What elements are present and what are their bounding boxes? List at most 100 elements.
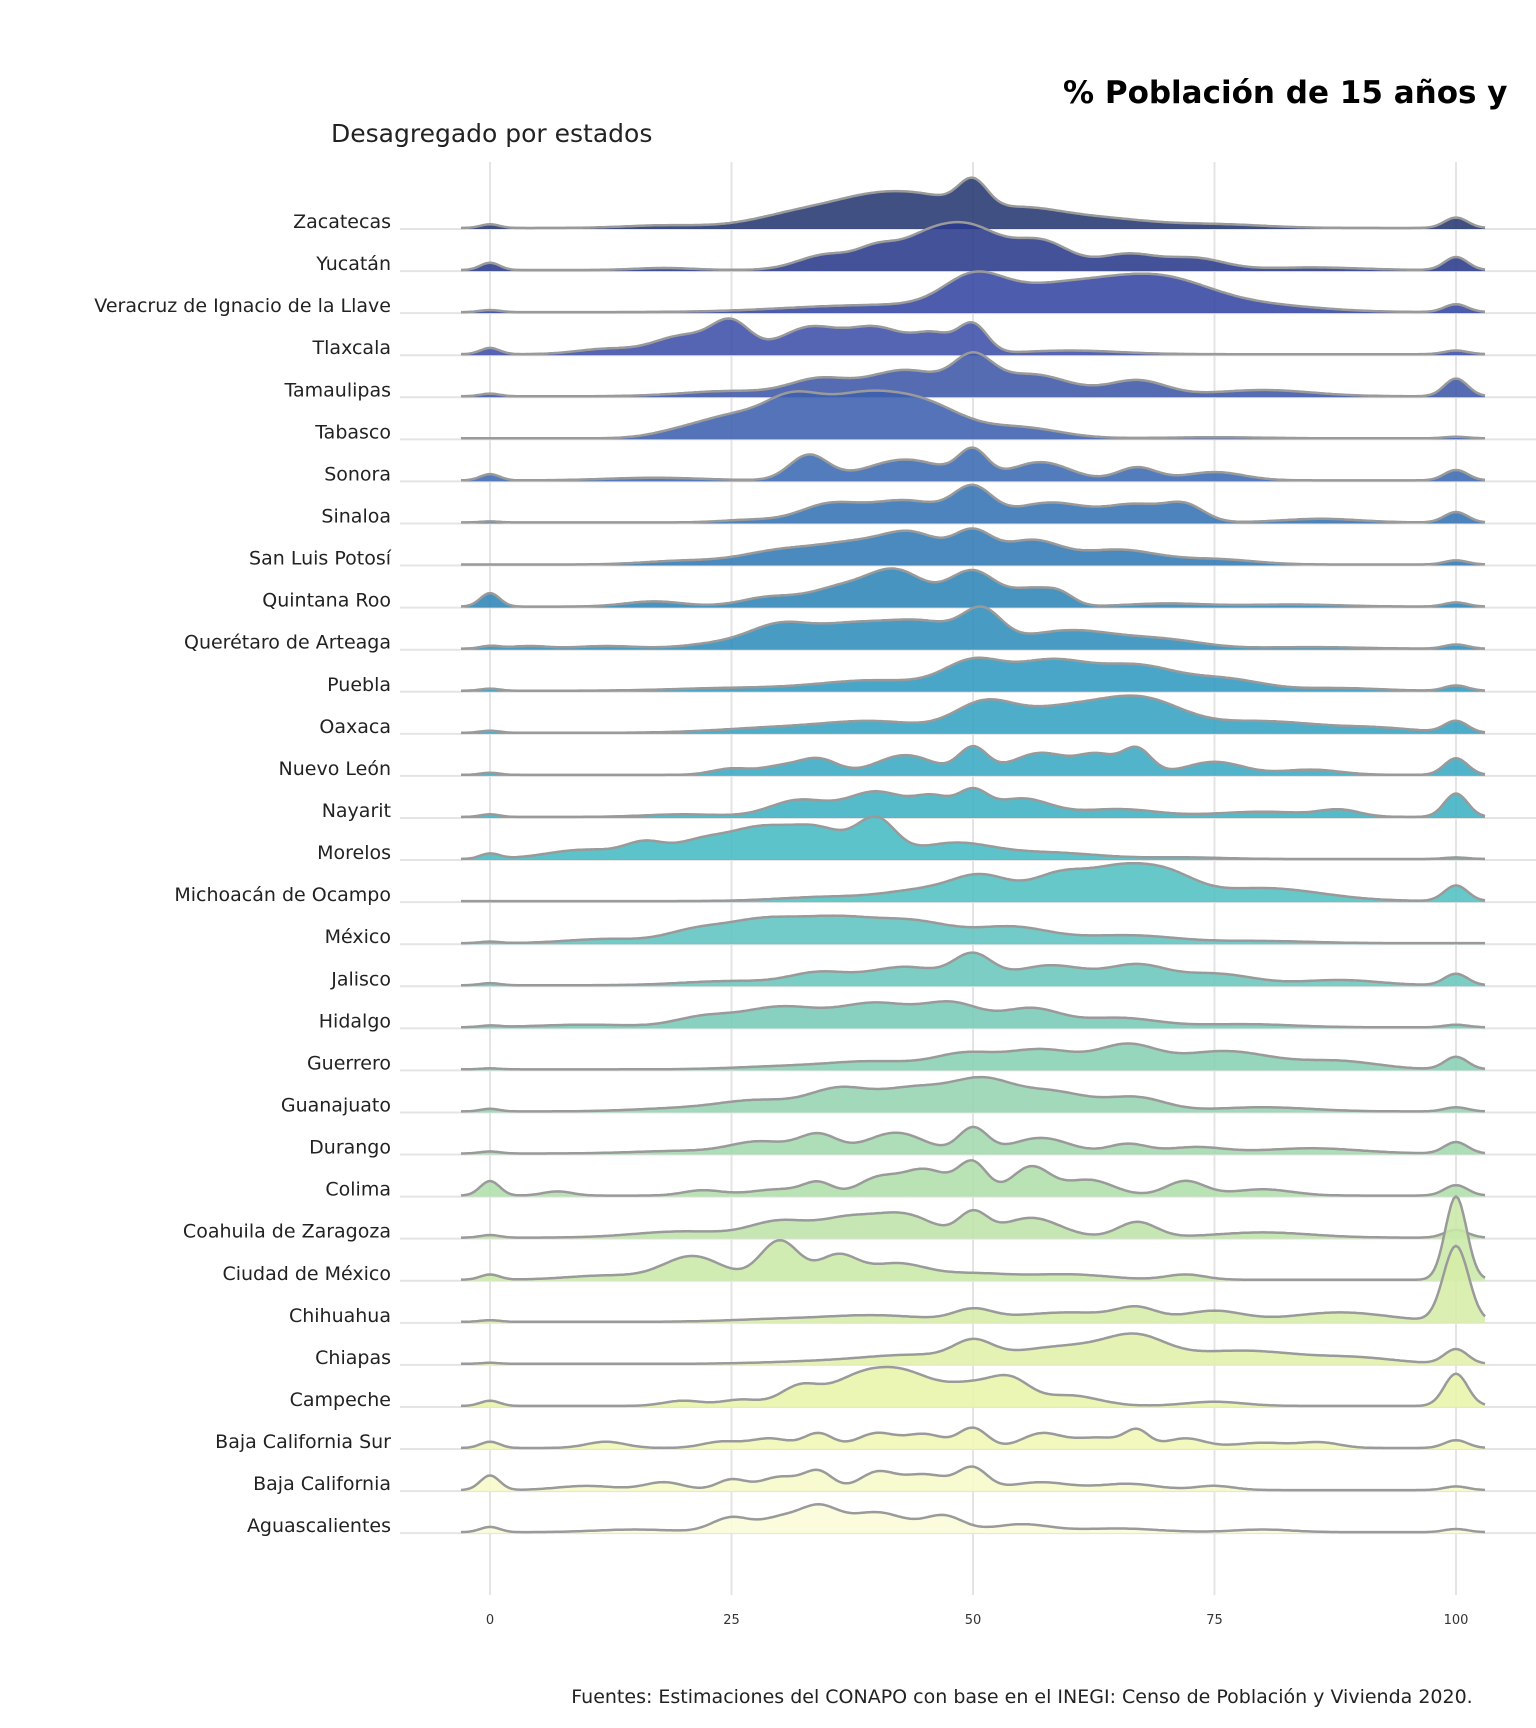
y-tick-label: Aguascalientes xyxy=(247,1515,391,1537)
ridge-tlaxcala: Tlaxcala xyxy=(312,317,1536,359)
ridge-outline xyxy=(460,567,1486,608)
ridge-chihuahua: Chihuahua xyxy=(289,1244,1536,1327)
ridge-guerrero: Guerrero xyxy=(307,1042,1536,1074)
chart-title: % Población de 15 años y xyxy=(1063,75,1507,111)
ridge-outline xyxy=(461,786,1486,819)
ridge-outline xyxy=(461,220,1486,272)
ridge-michoac-n-de-ocampo: Michoacán de Ocampo xyxy=(174,861,1536,906)
ridge-sinaloa: Sinaloa xyxy=(321,483,1536,527)
ridge-guanajuato: Guanajuato xyxy=(281,1075,1536,1116)
ridge-morelos: Morelos xyxy=(317,815,1536,864)
ridge-outline xyxy=(461,1042,1486,1071)
ridge-outline xyxy=(461,656,1486,692)
ridge-outline xyxy=(461,694,1486,735)
ridge-area xyxy=(461,1504,1485,1534)
ridge-area xyxy=(461,1333,1485,1365)
y-tick-label: Tamaulipas xyxy=(284,379,391,401)
ridge-coahuila-de-zaragoza: Coahuila de Zaragoza xyxy=(183,1208,1536,1243)
y-tick-label: Colima xyxy=(325,1179,391,1201)
ridge-area xyxy=(461,695,1485,734)
x-tick-label: 100 xyxy=(1444,1613,1469,1628)
y-tick-label: Zacatecas xyxy=(293,211,391,233)
y-tick-label: Quintana Roo xyxy=(262,590,391,612)
y-tick-label: Morelos xyxy=(317,842,391,864)
ridge-outline xyxy=(461,1000,1486,1029)
ridge-area xyxy=(461,318,1485,356)
ridge-outline xyxy=(461,605,1486,650)
ridge-durango: Durango xyxy=(309,1125,1536,1159)
ridge-outline xyxy=(461,1195,1486,1281)
ridge-area xyxy=(461,1160,1485,1197)
ridge-area xyxy=(461,528,1485,566)
y-tick-label: Tabasco xyxy=(314,421,391,443)
ridge-area xyxy=(461,1001,1485,1029)
y-tick-label: Guerrero xyxy=(307,1052,391,1074)
ridges: Zacatecas Yucatán Veracruz de Ignacio de l… xyxy=(94,176,1536,1537)
y-tick-label: México xyxy=(325,926,391,948)
y-tick-label: Nayarit xyxy=(322,800,391,822)
ridge-area xyxy=(461,484,1485,524)
ridge-yucat-n: Yucatán xyxy=(315,220,1536,275)
ridge-outline xyxy=(461,270,1486,314)
ridge-area xyxy=(461,222,1485,272)
ridge-ciudad-de-m-xico: Ciudad de México xyxy=(222,1195,1536,1285)
ridge-outline xyxy=(460,1426,1486,1450)
y-tick-label: Hidalgo xyxy=(319,1010,391,1032)
ridge-outline xyxy=(461,389,1485,440)
y-tick-label: Michoacán de Ocampo xyxy=(174,884,391,906)
ridge-area xyxy=(461,788,1485,818)
ridge-area xyxy=(461,352,1485,398)
x-tick-label: 0 xyxy=(486,1613,494,1628)
ridge-chiapas: Chiapas xyxy=(315,1332,1536,1369)
ridge-outline xyxy=(460,1465,1486,1492)
ridge-baja-california-sur: Baja California Sur xyxy=(215,1426,1536,1453)
y-tick-label: Yucatán xyxy=(315,253,391,275)
ridge-outline xyxy=(461,914,1485,945)
ridge-outline xyxy=(461,744,1486,777)
y-tick-label: Querétaro de Arteaga xyxy=(184,632,391,654)
chart-caption: Fuentes: Estimaciones del CONAPO con bas… xyxy=(571,1686,1472,1708)
ridge-area xyxy=(461,915,1485,945)
y-tick-label: Puebla xyxy=(327,674,391,696)
ridge-san-luis-potos-: San Luis Potosí xyxy=(249,527,1536,570)
ridge-outline xyxy=(461,1208,1486,1239)
y-tick-label: Durango xyxy=(309,1137,391,1159)
ridge-area xyxy=(461,606,1485,650)
ridge-outline xyxy=(461,1332,1486,1366)
ridge-area xyxy=(461,816,1485,861)
ridge-puebla: Puebla xyxy=(327,656,1536,696)
y-tick-label: Chiapas xyxy=(315,1347,391,1369)
y-tick-label: Baja California xyxy=(253,1473,391,1495)
y-tick-label: Tlaxcala xyxy=(312,337,391,359)
ridge-outline xyxy=(460,1159,1486,1197)
ridge-outline xyxy=(461,483,1486,524)
ridge-outline xyxy=(460,446,1486,482)
ridge-area xyxy=(461,447,1485,482)
y-tick-label: Sinaloa xyxy=(321,505,391,527)
ridge-area xyxy=(461,568,1485,608)
ridge-veracruz-de-ignacio-de-la-llave: Veracruz de Ignacio de la Llave xyxy=(94,270,1536,317)
ridge-tabasco: Tabasco xyxy=(314,389,1536,443)
x-tick-label: 50 xyxy=(965,1613,982,1628)
ridge-nuevo-le-n: Nuevo León xyxy=(279,744,1536,780)
ridge-area xyxy=(461,271,1485,314)
ridge-outline xyxy=(460,1503,1486,1534)
ridge-m-xico: México xyxy=(325,914,1536,948)
ridge-colima: Colima xyxy=(325,1159,1536,1201)
y-tick-label: San Luis Potosí xyxy=(249,548,392,570)
y-tick-label: Veracruz de Ignacio de la Llave xyxy=(94,295,391,317)
ridge-outline xyxy=(460,815,1485,861)
ridge-outline xyxy=(461,351,1486,398)
y-tick-label: Ciudad de México xyxy=(222,1263,391,1285)
ridge-area xyxy=(461,1043,1485,1071)
ridge-area xyxy=(461,1077,1485,1113)
ridge-area xyxy=(461,177,1485,229)
ridge-oaxaca: Oaxaca xyxy=(319,694,1536,738)
ridge-sonora: Sonora xyxy=(324,446,1536,485)
ridge-area xyxy=(461,1126,1485,1155)
ridge-outline xyxy=(461,1125,1486,1155)
ridge-outline xyxy=(460,1244,1486,1324)
ridge-baja-california: Baja California xyxy=(253,1465,1536,1495)
ridge-area xyxy=(461,952,1485,987)
